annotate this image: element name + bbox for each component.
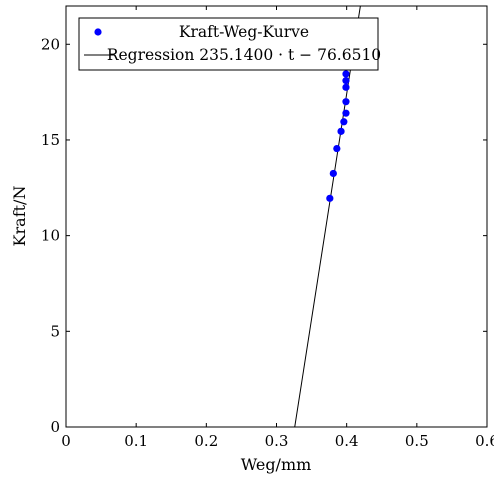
data-point [342,70,350,78]
x-tick-label: 0.4 [335,432,359,450]
axis-ticks: 0 0.1 0.2 0.3 0.4 0.5 0.6 0 5 10 15 20 [41,6,494,450]
x-tick-label: 0 [61,432,71,450]
legend: Kraft-Weg-Kurve Regression 235.1400 · t … [78,17,381,71]
x-axis-label: Weg/mm [241,455,312,474]
x-tick-label: 0.3 [265,432,289,450]
y-tick-label: 20 [41,35,60,53]
y-tick-label: 15 [41,131,60,149]
data-point [340,118,348,126]
x-tick-label: 0.1 [124,432,148,450]
data-point [337,127,345,135]
data-point [342,77,350,85]
x-tick-label: 0.6 [475,432,494,450]
y-tick-label: 5 [50,322,60,340]
legend-marker-scatter [94,28,102,36]
data-point [326,194,334,202]
y-axis-label: Kraft/N [10,186,29,247]
legend-box [78,17,379,71]
data-point [342,98,350,106]
data-point [342,83,350,91]
legend-label-regression: Regression 235.1400 · t − 76.6510 [107,46,381,64]
x-tick-label: 0.5 [405,432,429,450]
data-point [342,109,350,117]
y-tick-label: 10 [41,227,60,245]
data-point [329,169,337,178]
y-tick-label: 0 [50,418,60,436]
scatter-points [326,70,350,202]
data-point [333,144,341,153]
x-tick-label: 0.2 [194,432,218,450]
legend-label-scatter: Kraft-Weg-Kurve [179,23,309,41]
